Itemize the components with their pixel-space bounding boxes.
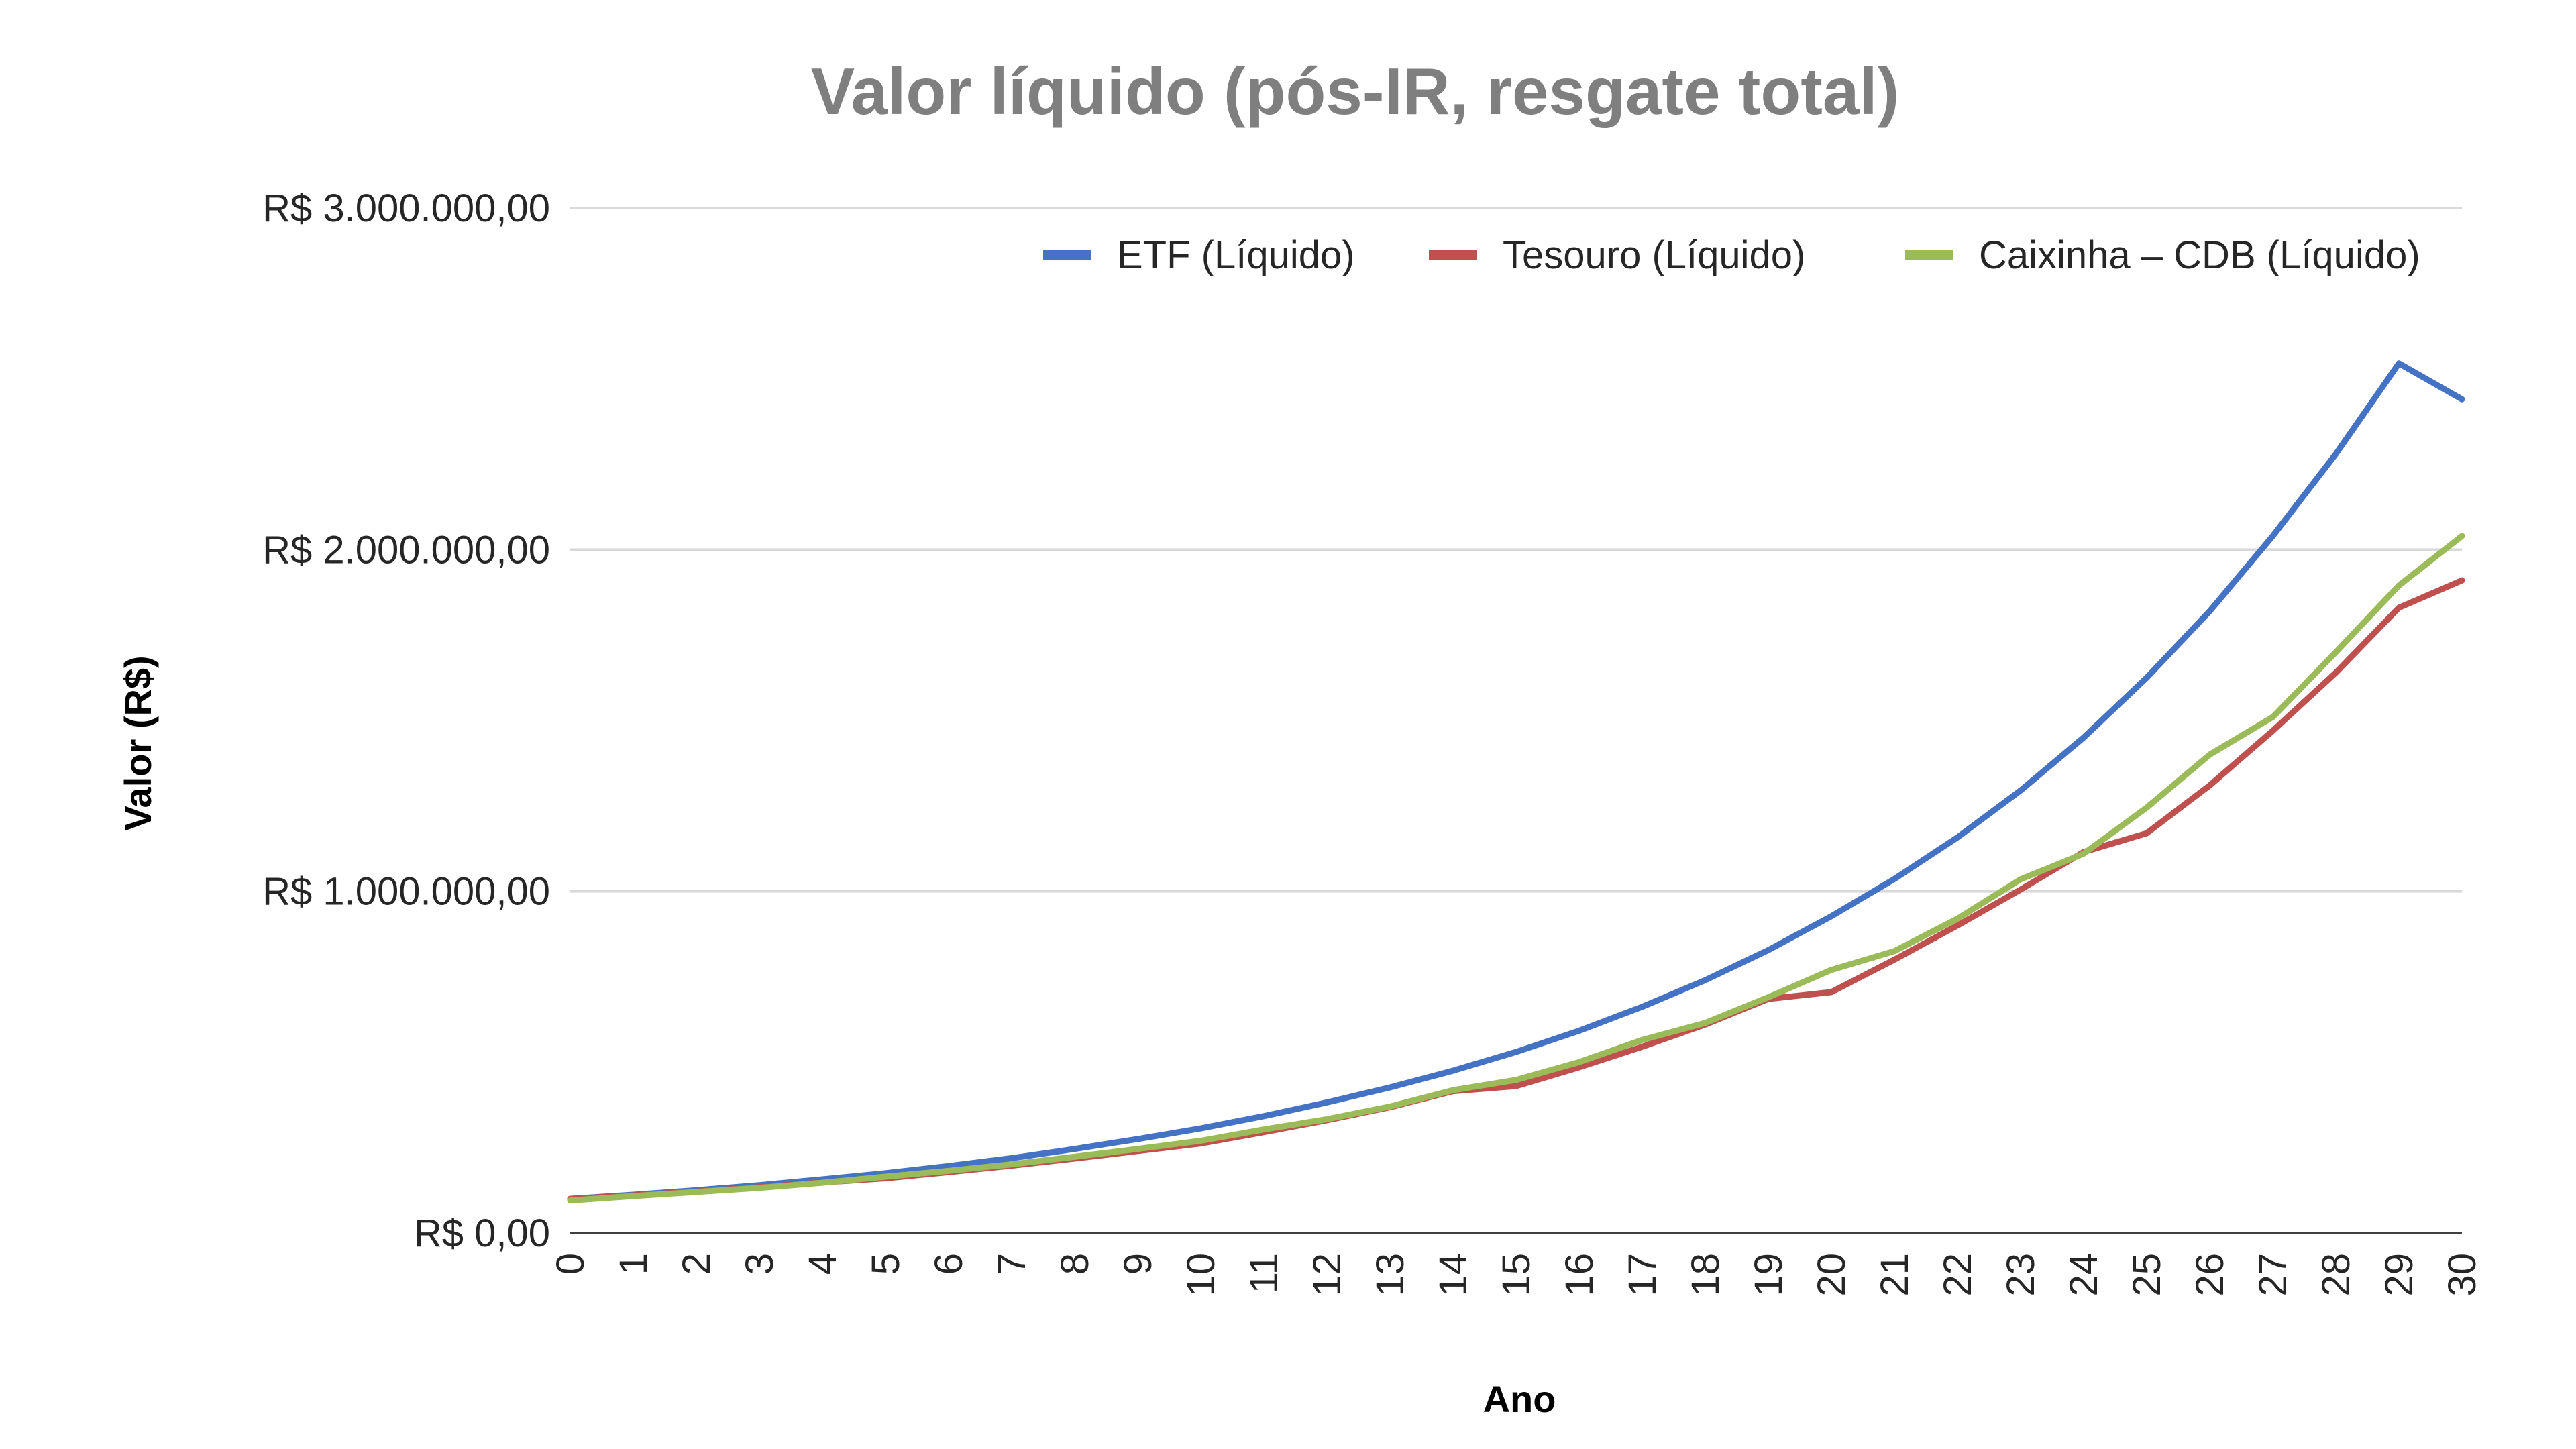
x-tick-label-12: 12: [1305, 1253, 1349, 1297]
x-tick-label-27: 27: [2251, 1253, 2295, 1297]
x-tick-label-24: 24: [2062, 1253, 2106, 1297]
legend-swatch-1: [1429, 250, 1477, 260]
x-tick-label-19: 19: [1747, 1253, 1790, 1297]
chart-title: Valor líquido (pós-IR, resgate total): [811, 54, 1900, 128]
x-tick-label-28: 28: [2314, 1253, 2358, 1297]
x-tick-label-23: 23: [1999, 1253, 2043, 1297]
x-tick-label-3: 3: [738, 1253, 782, 1275]
series-line-0: [567, 360, 2465, 1202]
x-tick-label-8: 8: [1053, 1253, 1097, 1275]
series-line-1: [567, 577, 2465, 1202]
x-tick-label-22: 22: [1936, 1253, 1980, 1297]
legend: ETF (Líquido) Tesouro (Líquido) Caixinha –…: [1043, 233, 2420, 277]
grid-lines: [570, 207, 2462, 893]
x-tick-label-14: 14: [1432, 1253, 1475, 1297]
y-axis-title: Valor (R$): [117, 655, 159, 830]
y-tick-label-0: R$ 0,00: [414, 1212, 550, 1255]
x-axis-title: Ano: [1483, 1378, 1556, 1420]
x-tick-label-10: 10: [1179, 1253, 1223, 1297]
x-tick-label-29: 29: [2377, 1253, 2421, 1297]
x-tick-label-9: 9: [1116, 1253, 1160, 1275]
x-tick-label-17: 17: [1621, 1253, 1664, 1297]
legend-label-1: Tesouro (Líquido): [1503, 233, 1805, 277]
x-tick-label-25: 25: [2125, 1253, 2169, 1297]
legend-label-0: ETF (Líquido): [1117, 233, 1355, 277]
y-tick-label-2: R$ 2.000.000,00: [262, 528, 550, 572]
x-tick-label-15: 15: [1495, 1253, 1538, 1297]
x-tick-label-11: 11: [1242, 1253, 1286, 1293]
y-axis-tick-labels: R$ 0,00 R$ 1.000.000,00 R$ 2.000.000,00 R$ …: [262, 186, 550, 1255]
legend-swatch-0: [1043, 250, 1091, 260]
x-tick-label-18: 18: [1684, 1253, 1727, 1297]
y-tick-label-3: R$ 3.000.000,00: [262, 186, 550, 230]
legend-swatch-2: [1905, 250, 1953, 260]
x-tick-label-26: 26: [2188, 1253, 2232, 1297]
x-tick-label-13: 13: [1368, 1253, 1412, 1297]
y-tick-label-1: R$ 1.000.000,00: [262, 870, 550, 914]
x-tick-label-7: 7: [990, 1253, 1034, 1275]
x-tick-label-1: 1: [612, 1253, 655, 1275]
x-tick-label-20: 20: [1810, 1253, 1854, 1297]
x-tick-label-2: 2: [675, 1253, 718, 1275]
x-tick-label-6: 6: [927, 1253, 971, 1275]
legend-label-2: Caixinha – CDB (Líquido): [1979, 233, 2420, 277]
x-tick-label-16: 16: [1558, 1253, 1601, 1297]
series-lines: [567, 360, 2465, 1204]
series-line-2: [567, 533, 2465, 1204]
x-tick-label-0: 0: [549, 1253, 592, 1275]
x-tick-label-30: 30: [2440, 1253, 2484, 1297]
x-axis-tick-labels: 0 1 2 3 4 5 6 7 8 9 10 11 12 13 14 15 16 17 18 19 20 21 22 23 24…: [549, 1253, 2484, 1297]
x-tick-label-5: 5: [864, 1253, 908, 1275]
x-tick-label-4: 4: [801, 1253, 845, 1275]
x-tick-label-21: 21: [1873, 1253, 1917, 1297]
